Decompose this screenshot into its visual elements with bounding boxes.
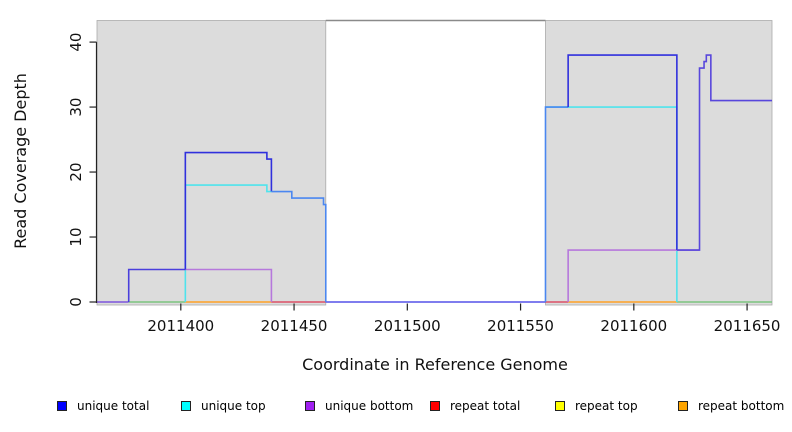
legend-item-unique-total: unique total xyxy=(57,398,149,414)
x-tick-label: 2011450 xyxy=(261,317,328,335)
legend-swatch-repeat-top xyxy=(555,401,565,411)
shaded-regions xyxy=(96,19,773,306)
x-tick-label: 2011400 xyxy=(147,317,214,335)
legend-item-unique-top: unique top xyxy=(181,398,266,414)
legend-item-repeat-top: repeat top xyxy=(555,398,638,414)
legend: unique total unique top unique bottom repea… xyxy=(0,398,792,418)
axes: 0 10 20 30 40 2011400 2011450 2011500 2011550 201… xyxy=(67,33,780,335)
y-axis-title: Read Coverage Depth xyxy=(11,73,30,249)
x-tick-label: 2011600 xyxy=(600,317,667,335)
legend-swatch-unique-top xyxy=(181,401,191,411)
line-unique-total-right-rise xyxy=(544,106,569,302)
legend-label-unique-top: unique top xyxy=(201,399,266,413)
x-tick-label: 2011550 xyxy=(487,317,554,335)
line-unique-total-right-spike xyxy=(676,54,772,251)
y-tick-label: 40 xyxy=(67,33,85,52)
legend-swatch-unique-bottom xyxy=(305,401,315,411)
x-axis-title: Coordinate in Reference Genome xyxy=(302,355,568,374)
y-tick-label: 30 xyxy=(67,98,85,117)
y-tick-label: 0 xyxy=(67,297,85,307)
legend-label-repeat-top: repeat top xyxy=(575,399,638,413)
legend-label-unique-bottom: unique bottom xyxy=(325,399,414,413)
legend-swatch-repeat-bottom xyxy=(678,401,688,411)
line-unique-total-left-peak xyxy=(184,151,273,270)
y-tick-label: 20 xyxy=(67,162,85,181)
legend-swatch-unique-total xyxy=(57,401,67,411)
coverage-lines xyxy=(97,54,772,303)
shaded-region-1 xyxy=(545,20,773,306)
shaded-region-0 xyxy=(96,20,327,306)
legend-label-unique-total: unique total xyxy=(77,399,150,413)
line-unique-total-left-tail xyxy=(271,190,327,302)
legend-item-unique-bottom: unique bottom xyxy=(305,398,413,414)
line-unique-total-right-peak xyxy=(567,54,678,251)
y-tick-label: 10 xyxy=(67,227,85,246)
line-unique-total-left-low xyxy=(127,268,186,302)
x-tick-label: 2011500 xyxy=(374,317,441,335)
legend-item-repeat-bottom: repeat bottom xyxy=(678,398,784,414)
legend-label-repeat-bottom: repeat bottom xyxy=(698,399,785,413)
x-tick-label: 2011650 xyxy=(714,317,781,335)
line-unique-bottom-right xyxy=(567,249,700,302)
legend-label-repeat-total: repeat total xyxy=(450,399,521,413)
legend-item-repeat-total: repeat total xyxy=(430,398,520,414)
legend-swatch-repeat-total xyxy=(430,401,440,411)
line-unique-bottom-left xyxy=(185,268,273,302)
